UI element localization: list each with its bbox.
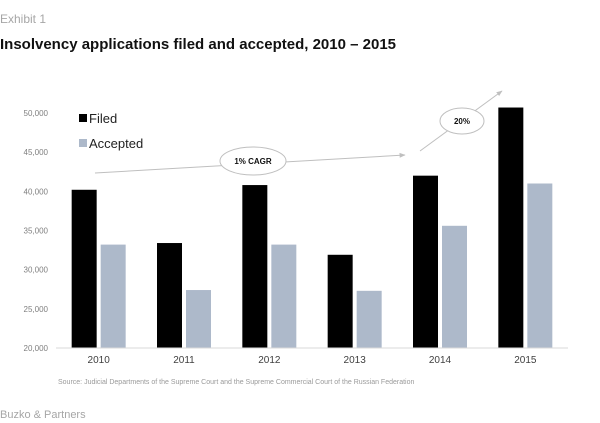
y-tick-label: 45,000 xyxy=(24,148,49,157)
bar-filed xyxy=(71,189,97,348)
cagr-label: 1% CAGR xyxy=(234,157,272,166)
y-tick-label: 25,000 xyxy=(24,305,49,314)
legend: Filed Accepted xyxy=(79,111,143,151)
chart-title: Insolvency applications filed and accept… xyxy=(0,36,397,53)
bar-filed xyxy=(413,175,438,348)
bar-accepted xyxy=(271,244,297,348)
bar-filed xyxy=(498,107,524,349)
bar-accepted xyxy=(356,290,382,348)
exhibit-label: Exhibit 1 xyxy=(0,12,47,26)
bars xyxy=(71,107,553,349)
bar-filed xyxy=(157,243,182,348)
growth-annotation: 20% xyxy=(419,90,503,152)
bar-accepted xyxy=(442,225,467,348)
bar-filed xyxy=(327,254,353,348)
x-tick-label: 2011 xyxy=(173,355,195,366)
legend-label-accepted: Accepted xyxy=(89,136,143,151)
cagr-bubble xyxy=(219,146,287,176)
x-tick-label: 2013 xyxy=(344,355,367,366)
x-tick-label: 2010 xyxy=(88,355,111,366)
bar-accepted xyxy=(100,244,126,348)
brand-footer: Buzko & Partners xyxy=(0,409,86,421)
y-tick-label: 35,000 xyxy=(24,227,49,236)
bar-accepted xyxy=(527,183,553,348)
cagr-annotation: 1% CAGR xyxy=(94,146,406,176)
x-tick-label: 2012 xyxy=(258,355,281,366)
growth-bubble xyxy=(439,107,485,135)
legend-swatch-accepted xyxy=(79,139,87,147)
growth-label: 20% xyxy=(454,117,470,126)
source-note: Source: Judicial Departments of the Supr… xyxy=(58,379,415,386)
bar-accepted xyxy=(186,290,211,348)
legend-swatch-filed xyxy=(79,114,87,122)
y-tick-label: 40,000 xyxy=(24,187,49,196)
x-tick-label: 2015 xyxy=(514,355,537,366)
x-tick-label: 2014 xyxy=(429,355,452,366)
y-tick-label: 30,000 xyxy=(24,266,49,275)
y-tick-label: 20,000 xyxy=(24,344,49,353)
bar-filed xyxy=(242,185,268,348)
y-tick-label: 50,000 xyxy=(24,109,49,118)
legend-label-filed: Filed xyxy=(89,111,117,126)
y-axis: 20,000 25,000 30,000 35,000 40,000 45,000 50,0… xyxy=(24,109,49,353)
x-axis: 2010 2011 2012 2013 2014 2015 xyxy=(88,355,537,366)
